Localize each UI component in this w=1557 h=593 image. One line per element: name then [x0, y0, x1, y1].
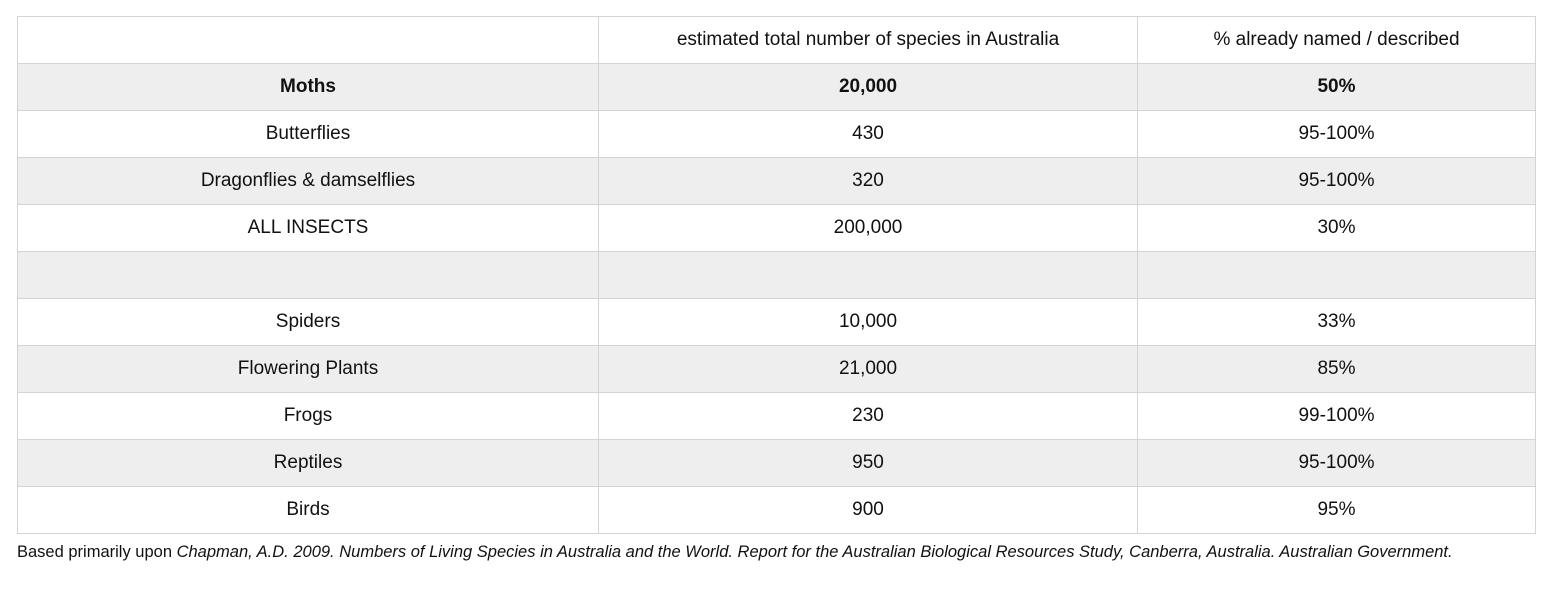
cell-estimated: 430	[598, 110, 1138, 158]
cell-group: Butterflies	[17, 110, 599, 158]
cell-named: 50%	[1137, 63, 1536, 111]
cell-estimated: 900	[598, 486, 1138, 534]
cell-named: 95%	[1137, 486, 1536, 534]
cell-estimated: 320	[598, 157, 1138, 205]
cell-group: ALL INSECTS	[17, 204, 599, 252]
cell-named	[1137, 251, 1536, 299]
source-footnote: Based primarily upon Chapman, A.D. 2009.…	[17, 541, 1517, 564]
table-row: Flowering Plants 21,000 85%	[17, 345, 1536, 393]
table-row: Frogs 230 99-100%	[17, 392, 1536, 440]
cell-group: Spiders	[17, 298, 599, 346]
cell-group: Flowering Plants	[17, 345, 599, 393]
header-named: % already named / described	[1137, 16, 1536, 64]
footnote-citation: Chapman, A.D. 2009. Numbers of Living Sp…	[176, 543, 1453, 561]
cell-group	[17, 251, 599, 299]
cell-group: Dragonflies & damselflies	[17, 157, 599, 205]
cell-group: Birds	[17, 486, 599, 534]
header-row: estimated total number of species in Aus…	[17, 16, 1536, 64]
cell-estimated: 21,000	[598, 345, 1138, 393]
cell-group: Reptiles	[17, 439, 599, 487]
species-table: estimated total number of species in Aus…	[17, 16, 1536, 534]
footnote-prefix: Based primarily upon	[17, 543, 177, 561]
cell-estimated: 20,000	[598, 63, 1138, 111]
cell-named: 95-100%	[1137, 157, 1536, 205]
header-group	[17, 16, 599, 64]
cell-estimated: 200,000	[598, 204, 1138, 252]
table-row: Dragonflies & damselflies 320 95-100%	[17, 157, 1536, 205]
cell-estimated: 10,000	[598, 298, 1138, 346]
cell-estimated: 230	[598, 392, 1138, 440]
cell-named: 95-100%	[1137, 439, 1536, 487]
cell-named: 85%	[1137, 345, 1536, 393]
cell-estimated: 950	[598, 439, 1138, 487]
cell-named: 99-100%	[1137, 392, 1536, 440]
header-estimated: estimated total number of species in Aus…	[598, 16, 1138, 64]
table-row: Spiders 10,000 33%	[17, 298, 1536, 346]
table-row: Butterflies 430 95-100%	[17, 110, 1536, 158]
table-row: ALL INSECTS 200,000 30%	[17, 204, 1536, 252]
cell-estimated	[598, 251, 1138, 299]
cell-group: Moths	[17, 63, 599, 111]
cell-named: 33%	[1137, 298, 1536, 346]
table-row: Moths 20,000 50%	[17, 63, 1536, 111]
table-row: Reptiles 950 95-100%	[17, 439, 1536, 487]
cell-group: Frogs	[17, 392, 599, 440]
table-row-empty	[17, 251, 1536, 299]
table-row: Birds 900 95%	[17, 486, 1536, 534]
cell-named: 95-100%	[1137, 110, 1536, 158]
cell-named: 30%	[1137, 204, 1536, 252]
